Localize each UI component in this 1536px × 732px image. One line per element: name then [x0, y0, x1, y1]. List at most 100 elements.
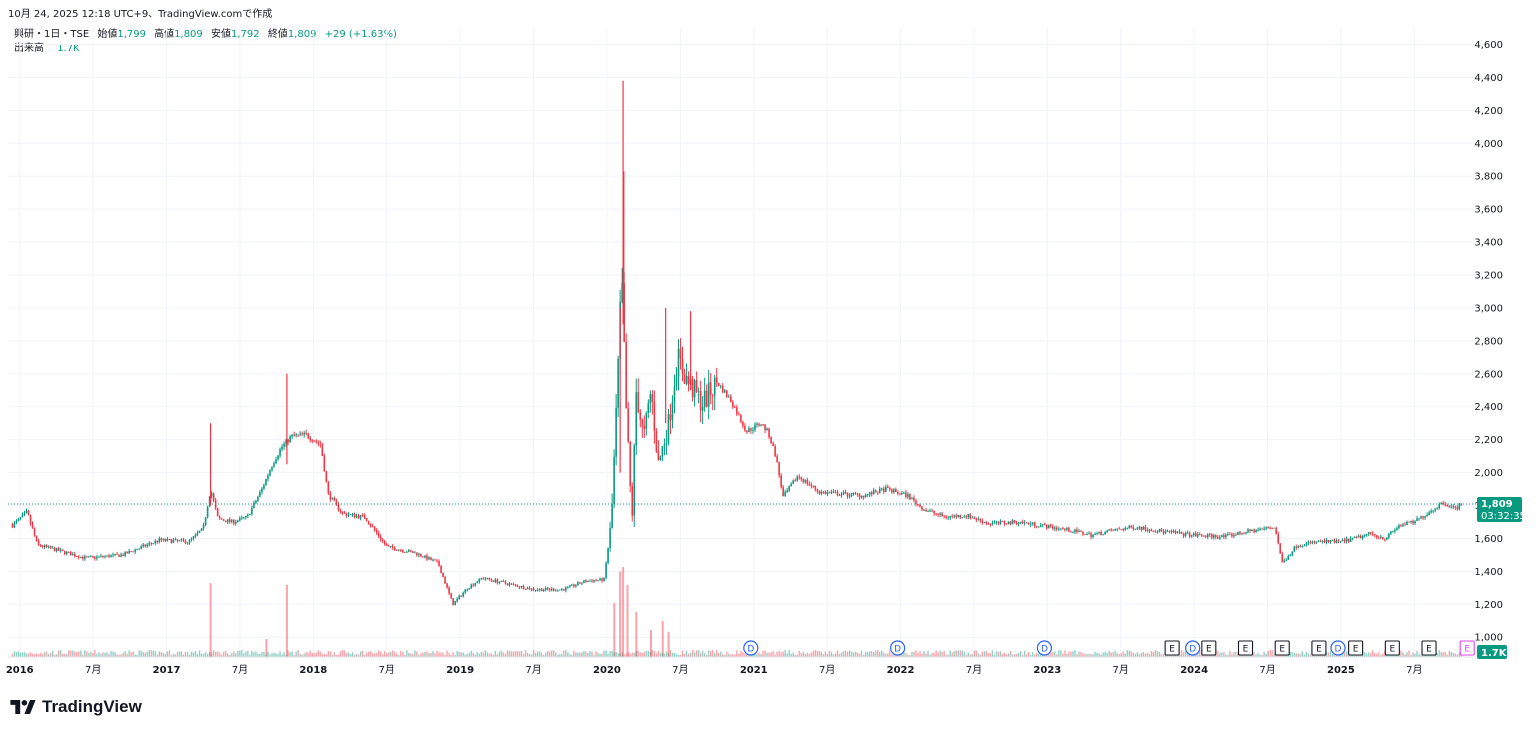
volume-bar: [1259, 654, 1261, 657]
volume-bar: [816, 651, 819, 657]
candle-body: [1166, 530, 1169, 532]
candle-body: [993, 522, 996, 524]
volume-label[interactable]: 出来高: [14, 43, 44, 54]
volume-bar: [1064, 650, 1066, 657]
candle-body: [450, 593, 452, 599]
volume-bar: [844, 650, 847, 657]
volume-bar: [186, 651, 189, 657]
candle-body: [353, 513, 356, 518]
volume-bar: [879, 651, 881, 657]
volume-bar: [810, 652, 813, 657]
volume-bar: [870, 651, 873, 657]
price-tick-label: 1,600: [1474, 534, 1503, 545]
candle-body: [804, 480, 807, 482]
candle-body: [432, 559, 434, 561]
volume-bar: [162, 652, 165, 657]
volume-bar: [639, 652, 641, 657]
dividend-marker-label: D: [747, 645, 754, 655]
candle-body: [1277, 533, 1279, 544]
candle-body: [995, 521, 998, 523]
volume-bar: [1166, 654, 1169, 657]
candle-body: [1200, 534, 1203, 536]
candle-body: [830, 492, 833, 494]
candle-body: [253, 502, 255, 508]
candle-body: [1009, 521, 1012, 524]
candle-body: [222, 519, 225, 521]
candle-body: [1052, 526, 1054, 529]
candle-body: [997, 521, 1000, 524]
candle-body: [880, 488, 883, 490]
candle-body: [1420, 516, 1422, 519]
volume-bar: [82, 654, 84, 657]
candle-body: [796, 476, 799, 481]
volume-bar: [832, 654, 835, 657]
candle-body: [1011, 520, 1014, 524]
volume-bar: [1080, 652, 1082, 657]
volume-bar: [484, 650, 487, 657]
candle-body: [907, 494, 909, 497]
dividend-marker-label: D: [1335, 645, 1342, 655]
volume-bar: [396, 653, 398, 657]
volume-bar: [1178, 654, 1181, 657]
candle-body: [943, 516, 945, 518]
high-label: 高値: [154, 29, 175, 40]
volume-bar: [804, 654, 806, 657]
volume-bar: [84, 650, 86, 657]
candle-body: [744, 425, 746, 431]
candle-body: [903, 492, 905, 494]
volume-bar: [33, 654, 36, 657]
candle-body: [468, 588, 471, 590]
candle-body: [206, 506, 209, 518]
volume-bar: [458, 651, 460, 657]
candle-body: [848, 495, 851, 497]
tradingview-logo[interactable]: TradingView: [10, 697, 142, 717]
candle-body: [711, 395, 714, 397]
volume-bar: [140, 650, 142, 657]
volume-bar: [218, 653, 221, 657]
volume-bar: [621, 651, 623, 657]
volume-bar: [943, 650, 945, 657]
volume-bar: [1217, 650, 1219, 657]
volume-bar: [1221, 652, 1223, 657]
candle-body: [1039, 525, 1042, 527]
earnings-marker: [1237, 640, 1254, 656]
volume-bar: [802, 651, 804, 657]
candle-body: [991, 523, 994, 525]
candle-body: [277, 455, 279, 460]
volume-bar: [959, 650, 961, 657]
candle-body: [816, 489, 819, 492]
candle-body: [424, 555, 426, 558]
volume-bar: [788, 650, 790, 657]
low-label: 安値: [210, 29, 231, 40]
volume-bar: [223, 651, 225, 657]
volume-bar: [782, 651, 784, 657]
candle-body: [832, 491, 835, 493]
candle-body: [357, 515, 360, 518]
volume-bar: [522, 654, 525, 657]
volume-bar: [273, 652, 275, 657]
volume-bar: [665, 651, 668, 657]
candle-body: [385, 543, 388, 546]
candle-body: [603, 577, 605, 582]
candle-body: [895, 489, 897, 492]
volume-bar: [565, 650, 567, 657]
volume-bar: [540, 652, 543, 657]
candle-body: [1084, 534, 1086, 536]
volume-bar: [448, 653, 450, 657]
candle-body: [1353, 536, 1356, 538]
price-tick-label: 3,000: [1474, 303, 1503, 314]
candle-body: [1460, 503, 1463, 505]
symbol-title[interactable]: 興研・1日・TSE: [14, 29, 90, 40]
volume-spike: [626, 585, 629, 657]
volume-bar: [178, 651, 181, 657]
candle-body: [80, 556, 82, 558]
candle-body: [540, 588, 543, 592]
volume-bar: [1237, 652, 1239, 657]
candle-body: [482, 578, 485, 580]
volume-bar: [214, 651, 217, 657]
candle-body: [677, 348, 680, 377]
volume-bar: [1184, 650, 1187, 657]
candle-body: [434, 559, 436, 561]
candle-body: [1062, 528, 1064, 530]
